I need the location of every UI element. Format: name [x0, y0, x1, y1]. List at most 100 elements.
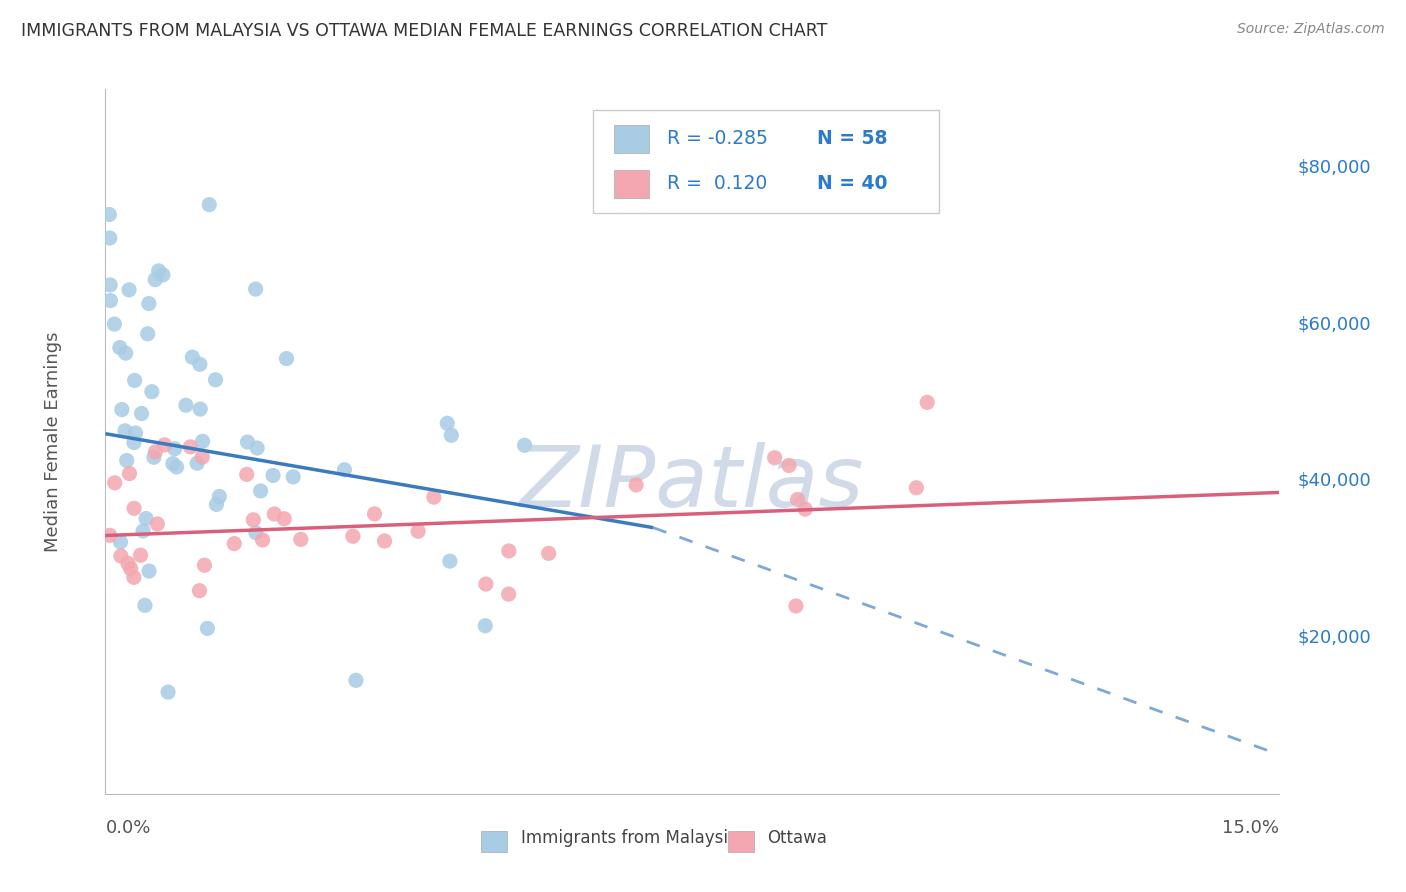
- Point: [162, 457, 184, 471]
- Text: R =  0.120: R = 0.120: [666, 175, 766, 194]
- Point: [242, 513, 264, 527]
- Point: [110, 549, 132, 563]
- Point: [98, 528, 121, 542]
- Point: [273, 512, 295, 526]
- Point: [124, 425, 146, 440]
- Point: [245, 525, 267, 540]
- Point: [188, 357, 211, 371]
- Point: [114, 424, 136, 438]
- Point: [363, 507, 385, 521]
- Point: [905, 481, 928, 495]
- Point: [138, 296, 160, 310]
- Point: [153, 438, 176, 452]
- Text: 15.0%: 15.0%: [1222, 819, 1279, 837]
- Point: [498, 587, 520, 601]
- Point: [146, 516, 169, 531]
- Point: [374, 533, 396, 548]
- Point: [104, 475, 127, 490]
- Text: R = -0.285: R = -0.285: [666, 129, 768, 148]
- Point: [246, 441, 269, 455]
- FancyBboxPatch shape: [481, 831, 508, 853]
- Point: [344, 673, 367, 688]
- Point: [763, 450, 786, 465]
- Point: [100, 293, 122, 308]
- Point: [198, 197, 221, 211]
- FancyBboxPatch shape: [728, 831, 754, 853]
- Point: [188, 583, 211, 598]
- Point: [118, 467, 141, 481]
- Point: [122, 570, 145, 584]
- Point: [423, 490, 446, 504]
- Text: Immigrants from Malaysia: Immigrants from Malaysia: [522, 830, 738, 847]
- Point: [141, 384, 163, 399]
- Text: Median Female Earnings: Median Female Earnings: [44, 331, 62, 552]
- Text: ZIPatlas: ZIPatlas: [520, 442, 865, 525]
- Point: [132, 524, 155, 538]
- Point: [179, 440, 201, 454]
- Point: [122, 435, 145, 450]
- FancyBboxPatch shape: [593, 111, 939, 212]
- Point: [208, 490, 231, 504]
- Point: [111, 402, 134, 417]
- Point: [98, 277, 121, 292]
- Point: [785, 599, 807, 613]
- Point: [120, 561, 142, 575]
- Text: N = 40: N = 40: [817, 175, 887, 194]
- Point: [794, 502, 817, 516]
- Point: [778, 458, 800, 473]
- Point: [135, 511, 157, 525]
- Point: [108, 341, 131, 355]
- Point: [276, 351, 298, 366]
- Point: [249, 483, 271, 498]
- Point: [136, 326, 159, 341]
- Point: [138, 564, 160, 578]
- Point: [252, 533, 274, 547]
- Text: N = 58: N = 58: [817, 129, 887, 148]
- Point: [440, 428, 463, 442]
- Text: $60,000: $60,000: [1298, 315, 1371, 333]
- Point: [145, 445, 167, 459]
- Point: [235, 467, 257, 482]
- Point: [114, 346, 136, 360]
- Point: [115, 453, 138, 467]
- Point: [188, 402, 211, 417]
- Point: [263, 507, 285, 521]
- Point: [406, 524, 429, 539]
- Point: [191, 434, 214, 449]
- Point: [98, 207, 121, 221]
- Point: [283, 470, 305, 484]
- Point: [498, 544, 520, 558]
- Point: [163, 442, 186, 456]
- Point: [166, 460, 188, 475]
- Point: [103, 317, 125, 331]
- Text: $40,000: $40,000: [1298, 472, 1371, 490]
- Point: [915, 395, 938, 409]
- Point: [333, 463, 356, 477]
- Point: [98, 231, 121, 245]
- Point: [118, 283, 141, 297]
- Point: [236, 435, 259, 450]
- Point: [436, 417, 458, 431]
- Point: [122, 501, 145, 516]
- Point: [513, 438, 536, 452]
- Point: [786, 492, 808, 507]
- Point: [117, 557, 139, 571]
- Point: [129, 548, 152, 562]
- Point: [224, 536, 246, 550]
- Point: [204, 373, 226, 387]
- Point: [110, 535, 132, 549]
- Point: [134, 599, 156, 613]
- Point: [143, 272, 166, 286]
- Point: [131, 407, 153, 421]
- Point: [290, 533, 312, 547]
- Point: [624, 478, 647, 492]
- FancyBboxPatch shape: [614, 125, 650, 153]
- Point: [474, 619, 496, 633]
- Point: [262, 468, 284, 483]
- Point: [191, 450, 214, 464]
- Point: [157, 685, 180, 699]
- Point: [152, 268, 174, 282]
- Text: IMMIGRANTS FROM MALAYSIA VS OTTAWA MEDIAN FEMALE EARNINGS CORRELATION CHART: IMMIGRANTS FROM MALAYSIA VS OTTAWA MEDIA…: [21, 22, 828, 40]
- Point: [205, 497, 228, 511]
- Point: [142, 450, 165, 465]
